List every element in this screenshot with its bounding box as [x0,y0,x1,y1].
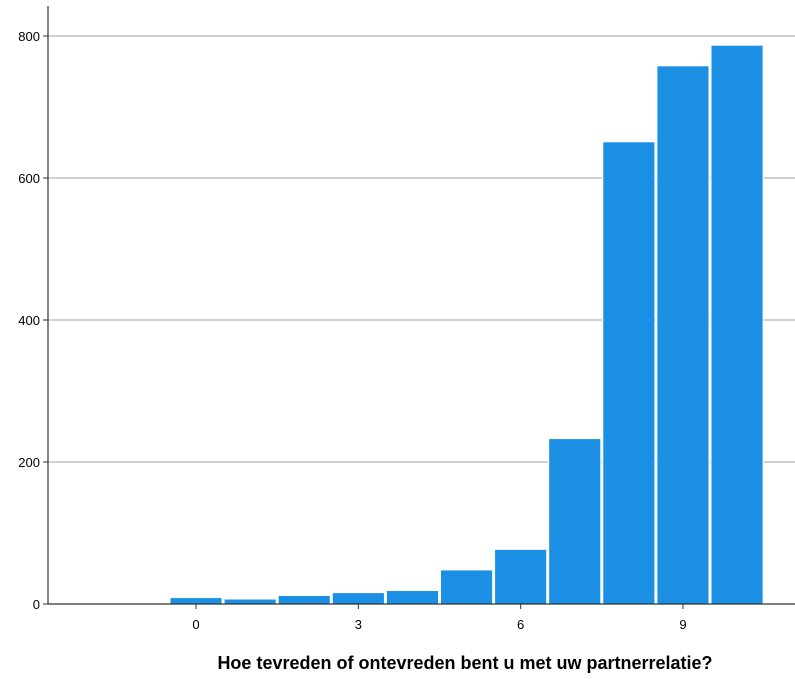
bars [169,44,764,605]
bar-10 [710,44,764,605]
bar-4 [385,590,439,605]
bar-2 [277,594,331,605]
x-tick-label: 9 [679,617,686,632]
bar-3 [331,592,385,605]
y-tick-label: 200 [18,455,40,470]
bar-6 [494,548,548,605]
y-tick-label: 0 [33,597,40,612]
bar-1 [223,598,277,605]
y-tick-label: 400 [18,313,40,328]
bar-8 [602,141,656,605]
x-tick-label: 3 [355,617,362,632]
axes [43,6,795,609]
x-axis-title: Hoe tevreden of ontevreden bent u met uw… [217,653,712,673]
x-tick-label: 6 [517,617,524,632]
y-tick-label: 600 [18,171,40,186]
x-tick-label: 0 [192,617,199,632]
bar-5 [440,569,494,605]
bar-0 [169,597,223,605]
tick-labels: 0 200 400 600 800 0 3 6 9 [18,29,686,632]
bar-7 [548,438,602,605]
bar-9 [656,65,710,605]
y-tick-label: 800 [18,29,40,44]
